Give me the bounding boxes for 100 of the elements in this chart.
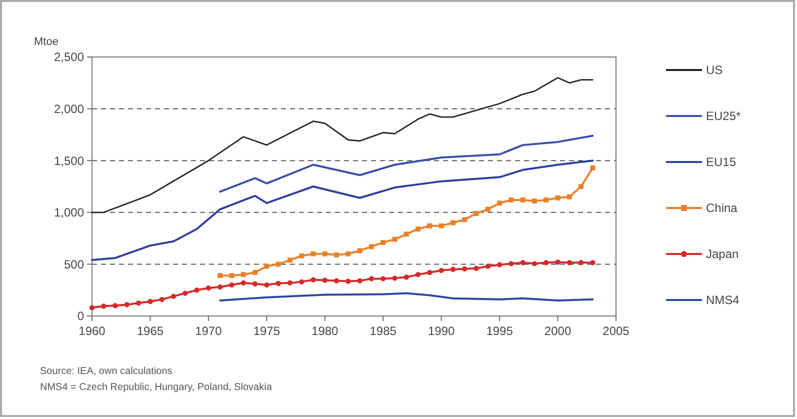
point xyxy=(276,262,281,267)
point xyxy=(438,268,444,274)
point xyxy=(392,276,398,281)
point xyxy=(520,197,526,202)
point xyxy=(450,266,456,272)
point xyxy=(229,282,234,288)
point xyxy=(415,272,421,278)
point xyxy=(346,278,351,284)
point xyxy=(252,270,258,275)
y-tick-label: 2,500 xyxy=(54,50,84,64)
x-tick-label: 1960 xyxy=(78,324,106,338)
point xyxy=(299,253,304,258)
legend-label: EU15 xyxy=(706,155,736,170)
point xyxy=(485,206,490,212)
y-tick-label: 0 xyxy=(77,309,84,324)
point xyxy=(194,288,200,293)
point xyxy=(240,272,246,278)
point xyxy=(182,290,188,296)
point xyxy=(346,251,351,256)
point xyxy=(532,261,538,266)
point xyxy=(240,280,246,286)
point xyxy=(148,298,153,304)
point xyxy=(544,260,549,266)
point xyxy=(380,240,386,245)
point xyxy=(427,270,432,276)
point xyxy=(497,200,502,206)
point xyxy=(252,281,258,286)
point xyxy=(170,294,176,299)
legend-label: Japan xyxy=(706,247,739,262)
point xyxy=(485,264,491,269)
x-tick-label: 2000 xyxy=(544,324,572,338)
point xyxy=(218,273,223,278)
point xyxy=(89,305,95,310)
point xyxy=(357,248,362,254)
point xyxy=(322,251,328,256)
point xyxy=(136,300,142,306)
point xyxy=(264,282,270,288)
point xyxy=(578,260,584,266)
point xyxy=(532,198,537,204)
x-tick-label: 1970 xyxy=(195,324,222,338)
x-tick-label: 1990 xyxy=(428,324,456,338)
x-tick-label: 1995 xyxy=(486,324,514,338)
point xyxy=(555,260,560,265)
point xyxy=(566,260,572,266)
point xyxy=(416,226,421,232)
point xyxy=(544,197,549,202)
y-tick-label: 2,000 xyxy=(54,102,84,116)
y-axis-title: Mtoe xyxy=(34,36,58,48)
point xyxy=(520,260,526,266)
point xyxy=(590,165,596,170)
text: NMS4 = Czech Republic, Hungary, Poland, Slovakia xyxy=(40,382,272,393)
point xyxy=(310,251,316,256)
point xyxy=(438,223,444,228)
legend-label: US xyxy=(706,63,723,78)
point xyxy=(322,278,328,283)
point xyxy=(368,276,374,282)
point xyxy=(450,220,456,226)
line-series xyxy=(91,160,594,262)
point xyxy=(392,236,398,242)
line-series xyxy=(91,77,594,214)
point xyxy=(206,285,212,291)
point xyxy=(112,303,118,308)
point xyxy=(334,252,340,258)
point xyxy=(555,195,560,200)
x-tick-label: 1985 xyxy=(370,324,397,338)
y-tick-label: 1,500 xyxy=(54,154,84,168)
point xyxy=(578,184,584,189)
line-series xyxy=(219,134,594,193)
point xyxy=(124,302,130,308)
y-tick-label: 1,000 xyxy=(54,206,84,220)
x-tick-label: 2005 xyxy=(602,324,630,338)
x-tick-label: 1975 xyxy=(253,324,280,338)
point xyxy=(357,278,362,284)
point xyxy=(462,266,468,272)
legend-label: China xyxy=(706,201,738,216)
point xyxy=(287,280,293,286)
point xyxy=(496,262,502,268)
line-series xyxy=(219,292,594,302)
point xyxy=(368,244,374,250)
x-tick-label: 1980 xyxy=(312,324,339,338)
legend-label: EU25* xyxy=(706,109,742,124)
y-tick-label: 500 xyxy=(64,257,84,272)
point xyxy=(508,197,514,202)
point xyxy=(380,276,386,282)
source-note: Source: IEA, own calculations xyxy=(40,366,172,377)
point xyxy=(404,274,409,280)
point xyxy=(229,273,234,278)
point xyxy=(474,210,479,216)
point xyxy=(462,217,468,222)
point xyxy=(299,279,304,284)
x-tick-label: 1965 xyxy=(136,324,164,338)
point xyxy=(101,304,106,309)
point xyxy=(276,280,281,286)
point xyxy=(508,261,514,266)
point xyxy=(217,284,223,290)
point xyxy=(334,278,340,284)
point xyxy=(474,266,479,271)
point xyxy=(590,260,596,266)
point xyxy=(310,277,316,282)
point xyxy=(566,194,572,200)
